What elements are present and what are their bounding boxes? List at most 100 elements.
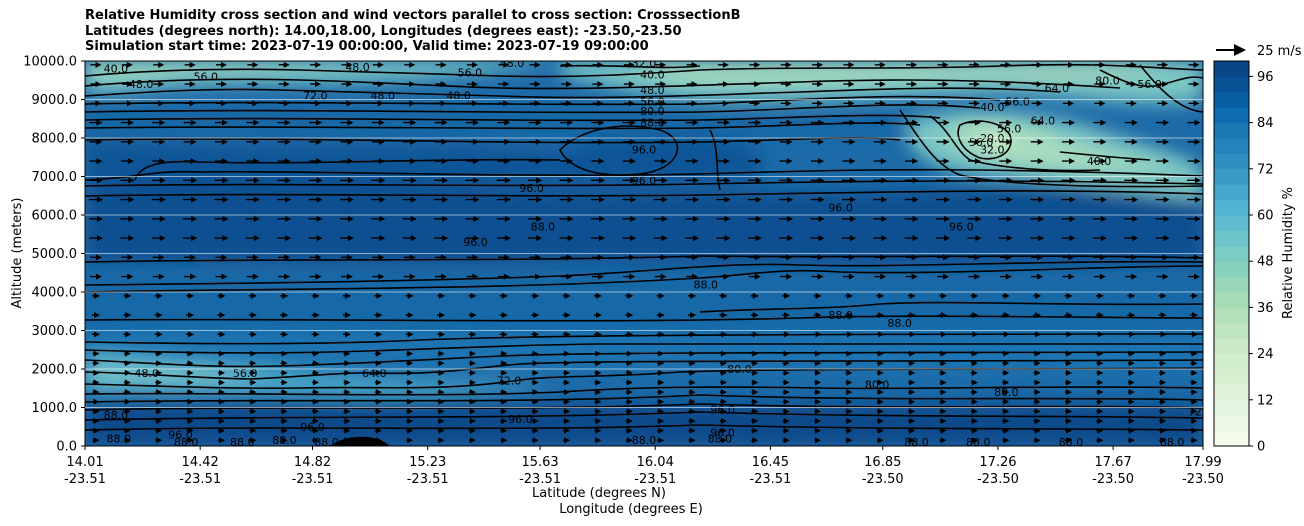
wind-vector: [876, 369, 884, 376]
wind-vector: [1159, 379, 1167, 386]
wind-vector: [685, 138, 699, 145]
wind-vector: [92, 360, 100, 367]
wind-vector: [123, 312, 132, 319]
wind-vector: [1094, 61, 1106, 68]
wind-vector: [751, 437, 759, 444]
wind-vector: [1156, 254, 1169, 261]
wind-vector: [563, 379, 571, 386]
wind-vector: [939, 292, 948, 299]
wind-vector: [1031, 81, 1043, 88]
wind-vector: [970, 417, 978, 424]
wind-vector: [967, 215, 982, 222]
wind-vector: [1127, 369, 1135, 376]
contour-label: 88.0: [1160, 436, 1185, 449]
wind-vector: [939, 437, 947, 444]
wind-vector: [716, 215, 731, 222]
wind-vector: [908, 408, 916, 415]
wind-vector: [247, 61, 259, 68]
wind-vector: [843, 100, 855, 107]
wind-vector: [998, 196, 1013, 203]
wind-vector: [719, 369, 727, 376]
wind-vector: [151, 196, 166, 203]
wind-vector: [1030, 215, 1045, 222]
wind-vector: [496, 235, 511, 242]
wind-vector: [811, 138, 825, 145]
x-tick-label-lon: -23.50: [977, 472, 1019, 487]
wind-vector: [1002, 408, 1010, 415]
wind-vector: [905, 138, 919, 145]
wind-vector: [531, 437, 539, 444]
wind-vector: [845, 398, 853, 405]
wind-vector: [1094, 100, 1106, 107]
contour-label: 88.0: [640, 117, 665, 130]
wind-vector: [1030, 196, 1045, 203]
wind-vector: [529, 100, 541, 107]
wind-vector: [121, 273, 134, 280]
wind-vector: [186, 360, 194, 367]
wind-vector: [1092, 196, 1107, 203]
wind-vector: [907, 312, 916, 319]
wind-vector: [1064, 312, 1073, 319]
wind-vector: [812, 81, 824, 88]
wind-vector: [970, 437, 978, 444]
wind-vector: [876, 312, 885, 319]
contour-label: 40.0: [1087, 155, 1112, 168]
wind-vector: [591, 138, 605, 145]
contour-label: 72.0: [303, 90, 328, 103]
wind-vector: [1031, 254, 1044, 261]
wind-vector: [1124, 215, 1139, 222]
wind-vector: [874, 254, 887, 261]
wind-vector: [466, 254, 479, 261]
x-tick-label-lat: 14.42: [182, 455, 219, 470]
wind-vector: [468, 398, 476, 405]
wind-vector: [309, 158, 323, 165]
wind-vector: [531, 408, 539, 415]
wind-vector: [496, 177, 511, 184]
wind-vector: [998, 235, 1013, 242]
wind-vector: [904, 196, 919, 203]
wind-vector: [1159, 350, 1167, 357]
wind-vector: [591, 119, 605, 126]
contour-label: 56.0: [1137, 78, 1162, 91]
wind-vector: [123, 292, 132, 299]
wind-vector: [499, 312, 508, 319]
wind-vector: [217, 331, 226, 338]
wind-vector: [560, 119, 574, 126]
wind-vector: [1093, 273, 1106, 280]
wind-vector: [499, 292, 508, 299]
wind-vector: [1002, 360, 1010, 367]
wind-vector: [779, 235, 794, 242]
wind-vector: [748, 254, 761, 261]
wind-vector: [999, 158, 1013, 165]
wind-vector: [748, 158, 762, 165]
wind-vector: [782, 408, 790, 415]
wind-vector: [277, 215, 292, 222]
wind-vector: [1002, 398, 1010, 405]
wind-vector: [153, 81, 165, 88]
wind-vector: [1159, 369, 1167, 376]
wind-vector: [688, 379, 696, 386]
wind-vector: [719, 417, 727, 424]
wind-vector: [653, 177, 668, 184]
contour-label: 64.0: [1045, 82, 1070, 95]
wind-vector: [437, 437, 445, 444]
wind-vector: [465, 119, 479, 126]
wind-vector: [625, 437, 633, 444]
wind-vector: [1157, 61, 1169, 68]
wind-vector: [90, 100, 102, 107]
wind-key: 25 m/s: [1216, 44, 1302, 59]
wind-vector: [970, 312, 979, 319]
wind-vector: [183, 119, 197, 126]
wind-vector: [810, 177, 825, 184]
wind-vector: [89, 158, 103, 165]
wind-vector: [1062, 119, 1076, 126]
wind-vector: [908, 360, 916, 367]
wind-vector: [500, 408, 508, 415]
wind-vector: [92, 427, 100, 434]
wind-vector: [1093, 158, 1107, 165]
wind-vector: [1002, 427, 1010, 434]
contour-label: 48.0: [129, 78, 154, 91]
wind-vector: [312, 389, 320, 396]
x-axis: 14.01 -23.51 14.42 -23.51 14.82 -23.51 15.23 -2…: [64, 446, 1224, 487]
wind-vector: [719, 312, 728, 319]
